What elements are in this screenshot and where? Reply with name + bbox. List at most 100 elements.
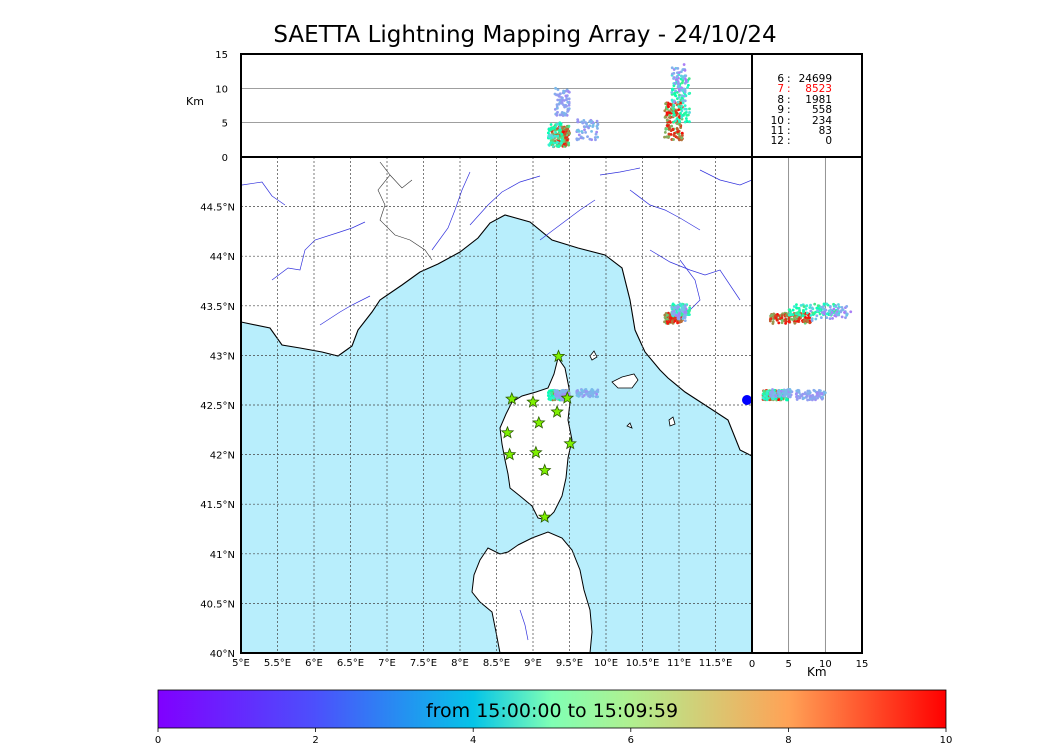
lightning-source-map	[670, 305, 674, 309]
lightning-source-side	[780, 318, 784, 322]
lightning-source-top	[594, 132, 598, 136]
lightning-source-top	[677, 138, 681, 142]
lightning-source-top	[560, 132, 564, 136]
lightning-source-side	[804, 307, 808, 311]
count-row: 8: 1981	[754, 93, 860, 106]
lightning-source-side	[810, 306, 814, 310]
lon-tick-label: 7°E	[378, 658, 396, 669]
count-level: 7	[777, 83, 784, 96]
map-grid	[241, 157, 752, 653]
lightning-source-map	[676, 321, 679, 325]
lightning-source-top	[670, 66, 674, 70]
colorbar-tick-label: 8	[785, 735, 791, 746]
lightning-source-top	[585, 122, 589, 126]
lon-tick-label: 9.5°E	[556, 658, 583, 669]
lightning-source-top	[565, 125, 569, 128]
lightning-source-side	[804, 316, 807, 319]
lightning-source-map	[666, 321, 669, 325]
lightning-source-side	[816, 396, 819, 400]
lightning-source-map	[561, 392, 565, 396]
lightning-source-side	[825, 302, 829, 306]
lightning-source-top	[668, 102, 672, 106]
lightning-source-top	[665, 107, 669, 111]
lightning-source-side	[813, 302, 817, 306]
lightning-source-side	[780, 397, 783, 401]
lat-tick-label: 42°N	[210, 451, 235, 462]
lightning-source-top	[680, 116, 684, 119]
lat-tick-label: 41.5°N	[200, 500, 235, 511]
lightning-source-top	[675, 111, 679, 115]
station-star	[502, 447, 517, 461]
lightning-source-top	[682, 63, 686, 66]
lightning-source-side	[821, 306, 825, 309]
lightning-source-top	[577, 130, 581, 133]
lightning-source-side	[809, 314, 813, 317]
lightning-source-top	[663, 130, 667, 134]
lightning-source-side	[843, 310, 846, 314]
lightning-source-top	[556, 137, 560, 140]
lightning-source-side	[774, 394, 777, 398]
side-xtick-label: 0	[749, 659, 755, 670]
lon-tick-label: 8.5°E	[483, 658, 510, 669]
lightning-source-top	[678, 135, 682, 138]
lat-tick-label: 43.5°N	[200, 302, 235, 313]
lightning-source-top	[565, 138, 569, 142]
lightning-source-top	[676, 100, 680, 104]
lightning-source-side	[834, 305, 838, 309]
lightning-source-top	[664, 102, 668, 106]
lightning-source-side	[819, 316, 823, 319]
lightning-source-top	[553, 92, 557, 96]
lightning-source-top	[677, 82, 681, 86]
lightning-source-top	[680, 109, 684, 113]
lightning-source-side	[784, 389, 788, 392]
lat-tick-label: 40°N	[210, 649, 235, 660]
lightning-source-top	[683, 99, 687, 103]
lightning-source-map	[683, 319, 687, 323]
lightning-source-top	[567, 108, 570, 112]
lightning-source-top	[665, 118, 669, 122]
lightning-source-map	[575, 393, 579, 397]
station-star	[526, 394, 540, 408]
lon-tick-label: 10.5°E	[626, 658, 660, 669]
count-row: 9: 558	[754, 105, 860, 116]
lightning-source-side	[834, 311, 838, 315]
lightning-source-top	[684, 74, 688, 78]
lightning-source-side	[844, 316, 847, 320]
map-panel: 5°E 5.5°E 6°E 6.5°E 7°E 7.5°E 8°E 8.5°E 9°E 9.5°E…	[200, 156, 753, 669]
lightning-source-side	[809, 309, 813, 313]
lightning-source-side	[798, 313, 802, 317]
count-separator: :	[787, 93, 791, 106]
lightning-source-map	[674, 306, 677, 309]
lightning-source-top	[595, 130, 599, 134]
lightning-source-top	[667, 132, 671, 136]
top-ytick-label: 10	[215, 84, 228, 95]
lightning-source-top	[558, 92, 562, 96]
lightning-source-top	[590, 120, 593, 123]
colorbar-tick-label: 2	[312, 735, 318, 746]
lightning-source-side	[783, 394, 787, 398]
lightning-source-top	[553, 107, 557, 111]
network-center-marker	[742, 395, 752, 405]
lightning-source-top	[546, 131, 550, 135]
lightning-source-top	[560, 113, 564, 117]
lightning-source-side	[811, 311, 814, 315]
lon-tick-label: 8°E	[451, 658, 469, 669]
lightning-source-top	[676, 66, 680, 70]
lightning-source-top	[560, 138, 564, 142]
lightning-source-side	[845, 304, 849, 308]
lightning-source-map	[549, 398, 552, 402]
lat-tick-label: 44.5°N	[200, 203, 235, 214]
lightning-source-top	[688, 107, 691, 111]
sardinia-island	[471, 531, 593, 653]
lightning-source-top	[679, 111, 682, 115]
lightning-source-top	[674, 94, 678, 98]
lightning-source-top	[552, 141, 556, 145]
lightning-source-map	[550, 392, 554, 395]
lightning-source-side	[811, 394, 815, 397]
station-star	[537, 463, 552, 477]
lightning-source-side	[791, 313, 795, 317]
lightning-source-top	[674, 89, 677, 93]
lightning-source-side	[808, 306, 812, 310]
lightning-source-side	[780, 314, 784, 317]
lightning-source-side	[774, 316, 778, 320]
